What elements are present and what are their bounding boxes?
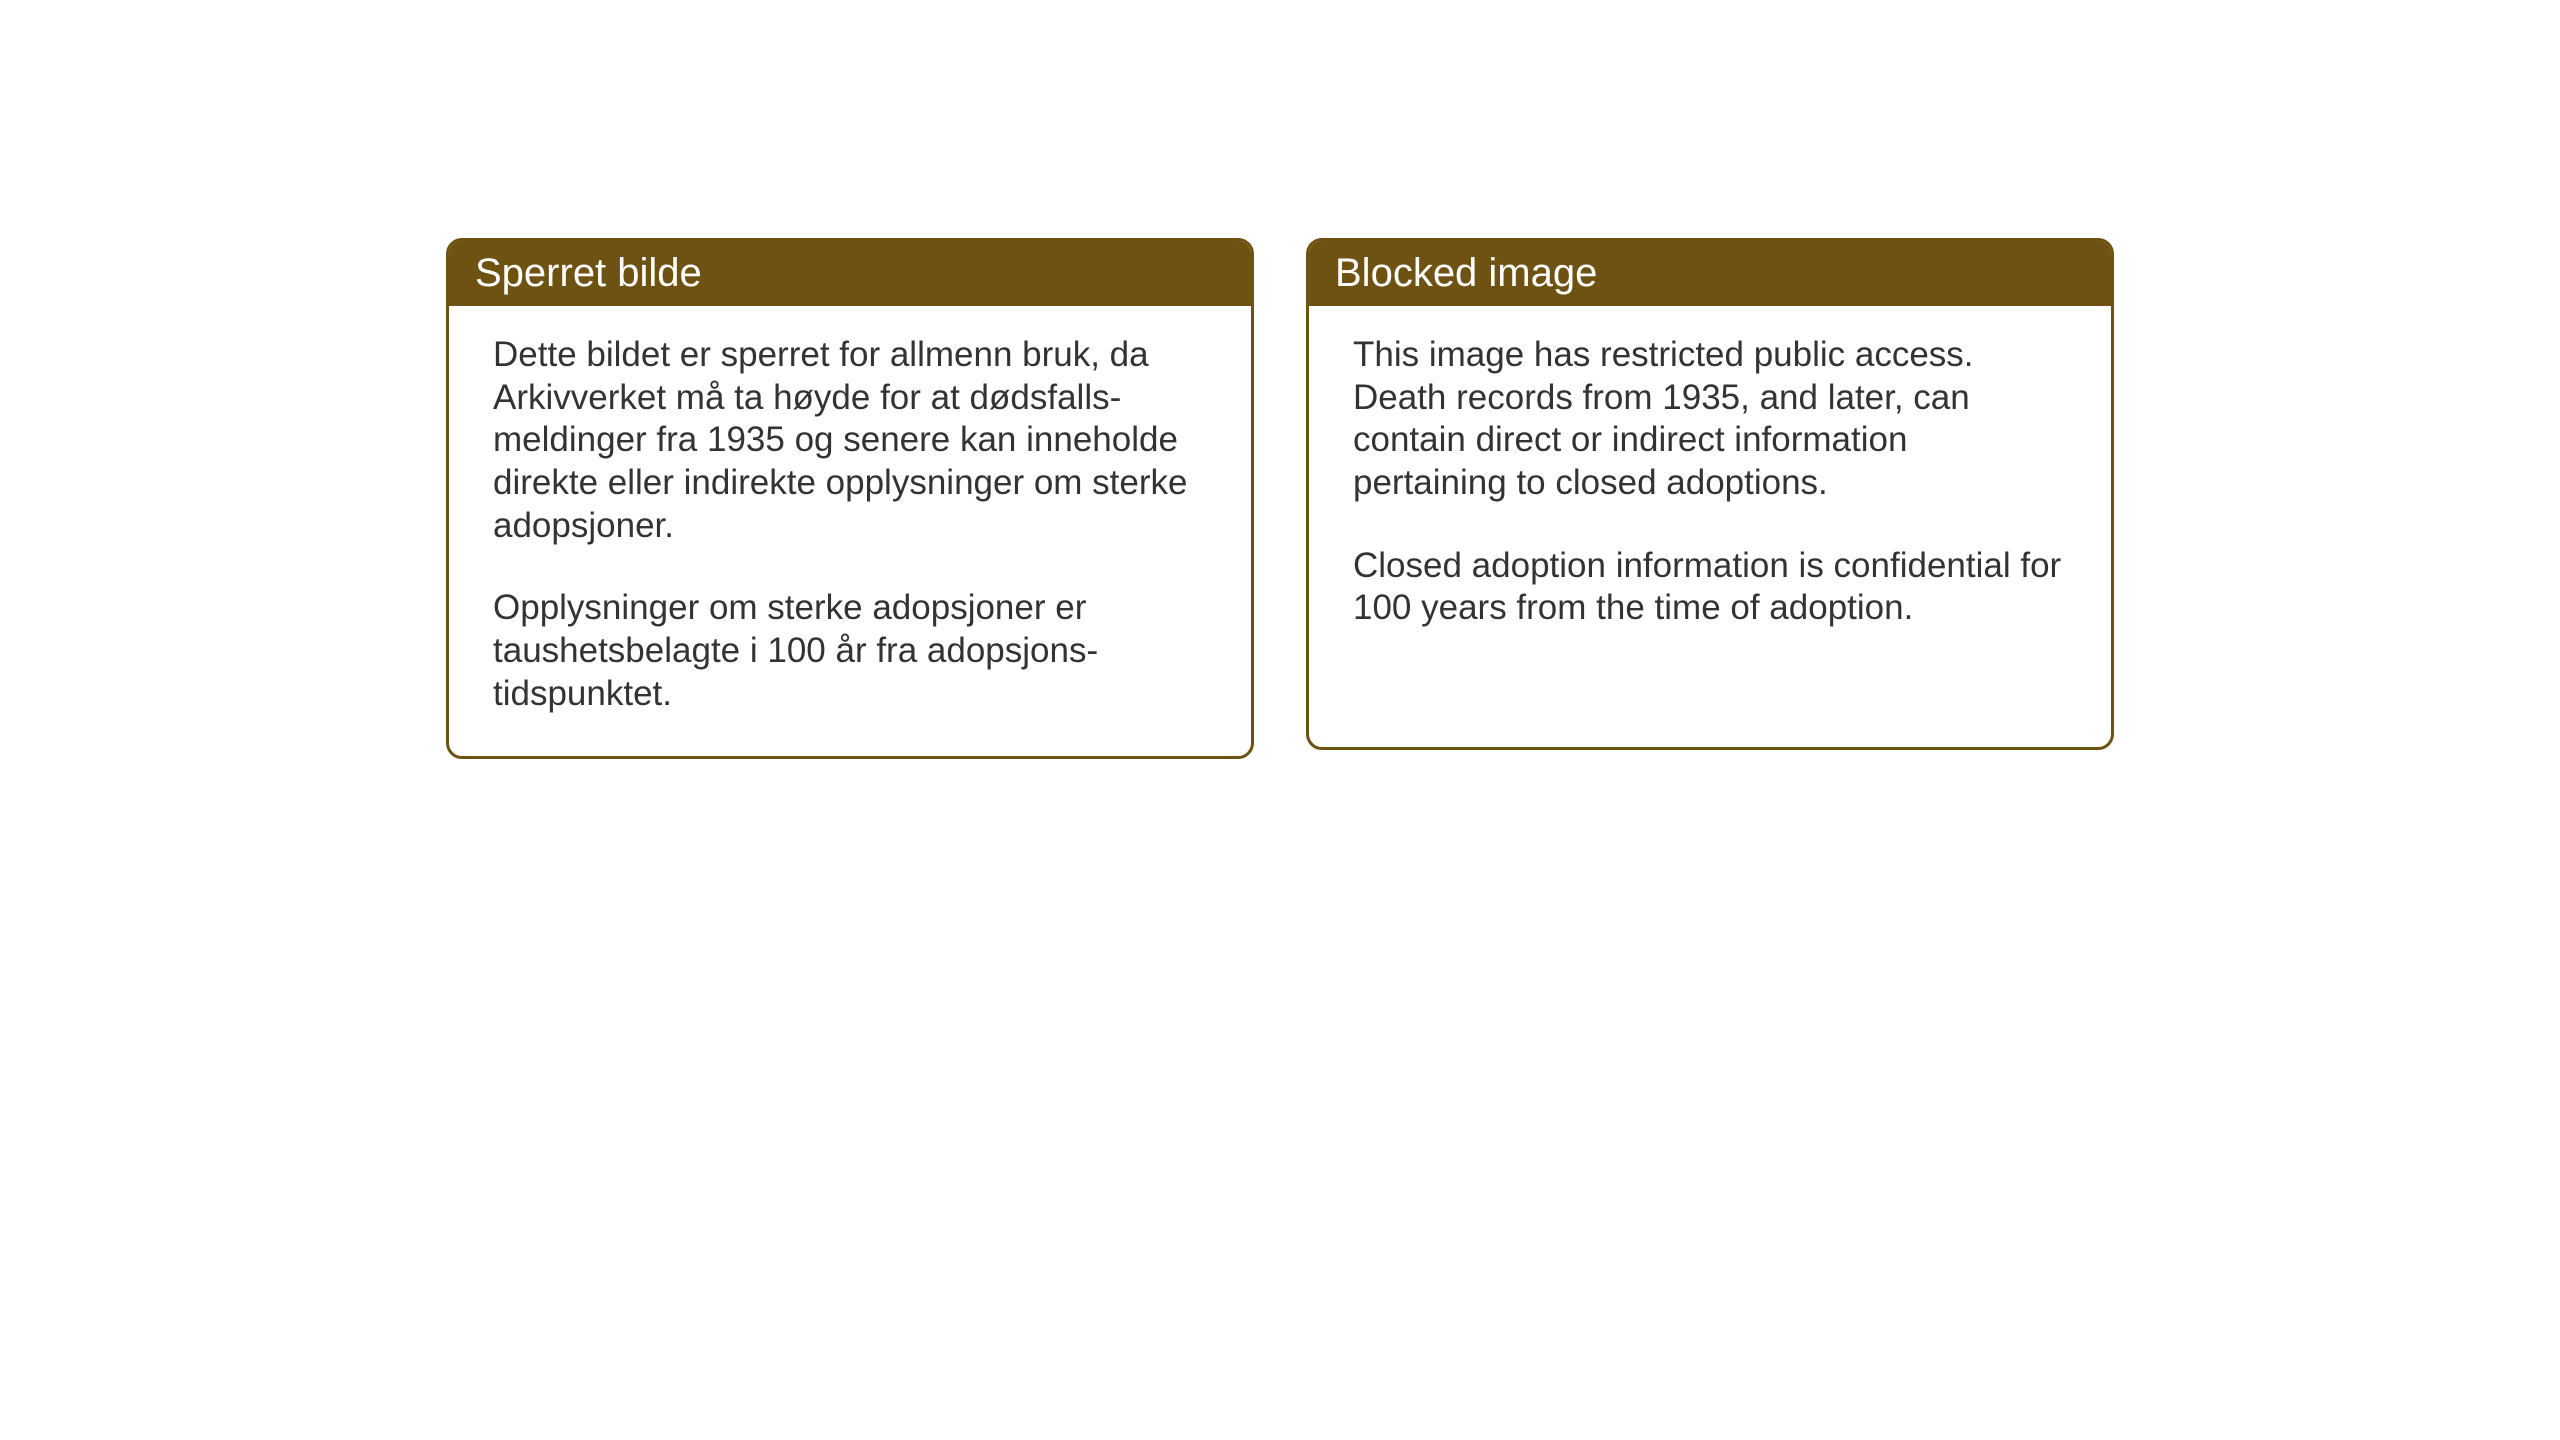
card-paragraph-2-norwegian: Opplysninger om sterke adopsjoner er tau… bbox=[493, 587, 1207, 715]
card-paragraph-1-norwegian: Dette bildet er sperret for allmenn bruk… bbox=[493, 334, 1207, 547]
notice-card-norwegian: Sperret bilde Dette bildet er sperret fo… bbox=[446, 238, 1254, 759]
card-title-norwegian: Sperret bilde bbox=[475, 251, 702, 295]
notice-card-english: Blocked image This image has restricted … bbox=[1306, 238, 2114, 750]
card-title-english: Blocked image bbox=[1335, 251, 1597, 295]
card-header-norwegian: Sperret bilde bbox=[449, 241, 1251, 306]
card-header-english: Blocked image bbox=[1309, 241, 2111, 306]
card-paragraph-1-english: This image has restricted public access.… bbox=[1353, 334, 2067, 505]
card-paragraph-2-english: Closed adoption information is confident… bbox=[1353, 545, 2067, 630]
notice-container: Sperret bilde Dette bildet er sperret fo… bbox=[0, 0, 2560, 759]
card-body-english: This image has restricted public access.… bbox=[1309, 306, 2111, 670]
card-body-norwegian: Dette bildet er sperret for allmenn bruk… bbox=[449, 306, 1251, 756]
